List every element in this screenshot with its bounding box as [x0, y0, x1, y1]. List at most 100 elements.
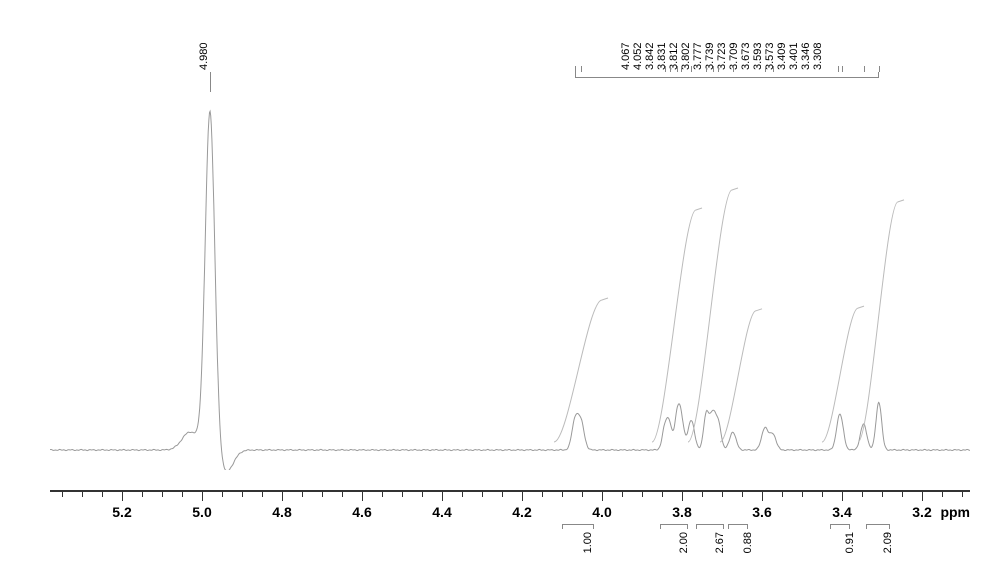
axis-minor-tick — [322, 492, 323, 497]
integration-value: 2.67 — [714, 532, 726, 553]
integration-bracket — [562, 524, 594, 529]
axis-minor-tick — [722, 492, 723, 497]
axis-minor-tick — [882, 492, 883, 497]
peak-indicator-line — [581, 66, 582, 72]
axis-minor-tick — [62, 492, 63, 497]
peak-label: 4.052 — [632, 42, 644, 70]
integration-value: 2.09 — [882, 532, 894, 553]
integration-bracket — [830, 524, 850, 529]
axis-major-tick — [442, 492, 443, 501]
axis-minor-tick — [802, 492, 803, 497]
peak-indicator-line — [842, 66, 843, 72]
axis-minor-tick — [642, 492, 643, 497]
peak-indicator-line — [665, 66, 666, 72]
integration-value: 1.00 — [582, 532, 594, 553]
axis-minor-tick — [702, 492, 703, 497]
integration-bracket — [866, 524, 890, 529]
axis-major-tick — [602, 492, 603, 501]
axis-tick-label: 4.6 — [352, 504, 371, 520]
integration-value: 0.91 — [844, 532, 856, 553]
axis-minor-tick — [622, 492, 623, 497]
axis-minor-tick — [402, 492, 403, 497]
axis-tick-label: 5.0 — [192, 504, 211, 520]
axis-minor-tick — [742, 492, 743, 497]
peak-label: 3.842 — [644, 42, 656, 70]
peak-label-strip: 4.9804.0674.0523.8423.8313.8123.8023.777… — [50, 10, 970, 80]
axis-tick-label: 3.8 — [672, 504, 691, 520]
axis-minor-tick — [542, 492, 543, 497]
axis-tick-label: 4.4 — [432, 504, 451, 520]
axis-minor-tick — [662, 492, 663, 497]
peak-indicator-line — [733, 66, 734, 72]
peak-label: 3.308 — [812, 42, 824, 70]
peak-indicator-line — [575, 66, 576, 72]
axis-major-tick — [122, 492, 123, 501]
axis-major-tick — [202, 492, 203, 501]
integration-bracket — [728, 524, 748, 529]
integration-value: 2.00 — [678, 532, 690, 553]
axis-minor-tick — [342, 492, 343, 497]
axis-minor-tick — [242, 492, 243, 497]
axis-minor-tick — [382, 492, 383, 497]
axis-tick-label: 3.6 — [752, 504, 771, 520]
peak-label: 4.067 — [620, 42, 632, 70]
axis-minor-tick — [82, 492, 83, 497]
axis-major-tick — [842, 492, 843, 501]
axis-minor-tick — [962, 492, 963, 497]
peak-label: 4.980 — [198, 42, 210, 70]
peak-indicator-line — [879, 66, 880, 72]
axis-minor-tick — [302, 492, 303, 497]
axis-minor-tick — [502, 492, 503, 497]
axis-major-tick — [682, 492, 683, 501]
peak-indicator-line — [765, 66, 766, 72]
axis-minor-tick — [582, 492, 583, 497]
axis-tick-label: 4.2 — [512, 504, 531, 520]
axis-minor-tick — [182, 492, 183, 497]
axis-minor-tick — [822, 492, 823, 497]
nmr-spectrum-plot — [50, 90, 970, 470]
peak-label: 3.346 — [800, 42, 812, 70]
axis-major-tick — [522, 492, 523, 501]
axis-unit-label: ppm — [940, 504, 970, 520]
peak-indicator-line — [210, 72, 211, 92]
axis-minor-tick — [902, 492, 903, 497]
axis-major-tick — [762, 492, 763, 501]
peak-label: 3.401 — [788, 42, 800, 70]
peak-indicator-line — [670, 66, 671, 72]
peak-label: 3.673 — [740, 42, 752, 70]
peak-indicator-line — [864, 66, 865, 72]
peak-label: 3.593 — [752, 42, 764, 70]
peak-cluster-bracket — [575, 72, 879, 78]
axis-minor-tick — [142, 492, 143, 497]
axis-major-tick — [922, 492, 923, 501]
axis-minor-tick — [102, 492, 103, 497]
peak-indicator-line — [677, 66, 678, 72]
peak-indicator-line — [838, 66, 839, 72]
axis-minor-tick — [562, 492, 563, 497]
axis-major-tick — [282, 492, 283, 501]
axis-minor-tick — [462, 492, 463, 497]
axis-minor-tick — [422, 492, 423, 497]
peak-indicator-line — [713, 66, 714, 72]
axis-minor-tick — [942, 492, 943, 497]
peak-indicator-line — [773, 66, 774, 72]
axis-minor-tick — [222, 492, 223, 497]
integration-bracket — [696, 524, 724, 529]
peak-indicator-line — [718, 66, 719, 72]
peak-label: 3.409 — [776, 42, 788, 70]
axis-minor-tick — [782, 492, 783, 497]
integration-bracket — [660, 524, 688, 529]
axis-minor-tick — [162, 492, 163, 497]
axis-minor-tick — [862, 492, 863, 497]
axis-minor-tick — [262, 492, 263, 497]
axis-minor-tick — [482, 492, 483, 497]
axis-tick-label: 4.0 — [592, 504, 611, 520]
integration-value: 0.88 — [742, 532, 754, 553]
peak-indicator-line — [681, 66, 682, 72]
peak-label: 3.777 — [692, 42, 704, 70]
axis-tick-label: 5.2 — [112, 504, 131, 520]
peak-indicator-line — [691, 66, 692, 72]
axis-tick-label: 3.4 — [832, 504, 851, 520]
axis-tick-label: 4.8 — [272, 504, 291, 520]
peak-indicator-line — [706, 66, 707, 72]
